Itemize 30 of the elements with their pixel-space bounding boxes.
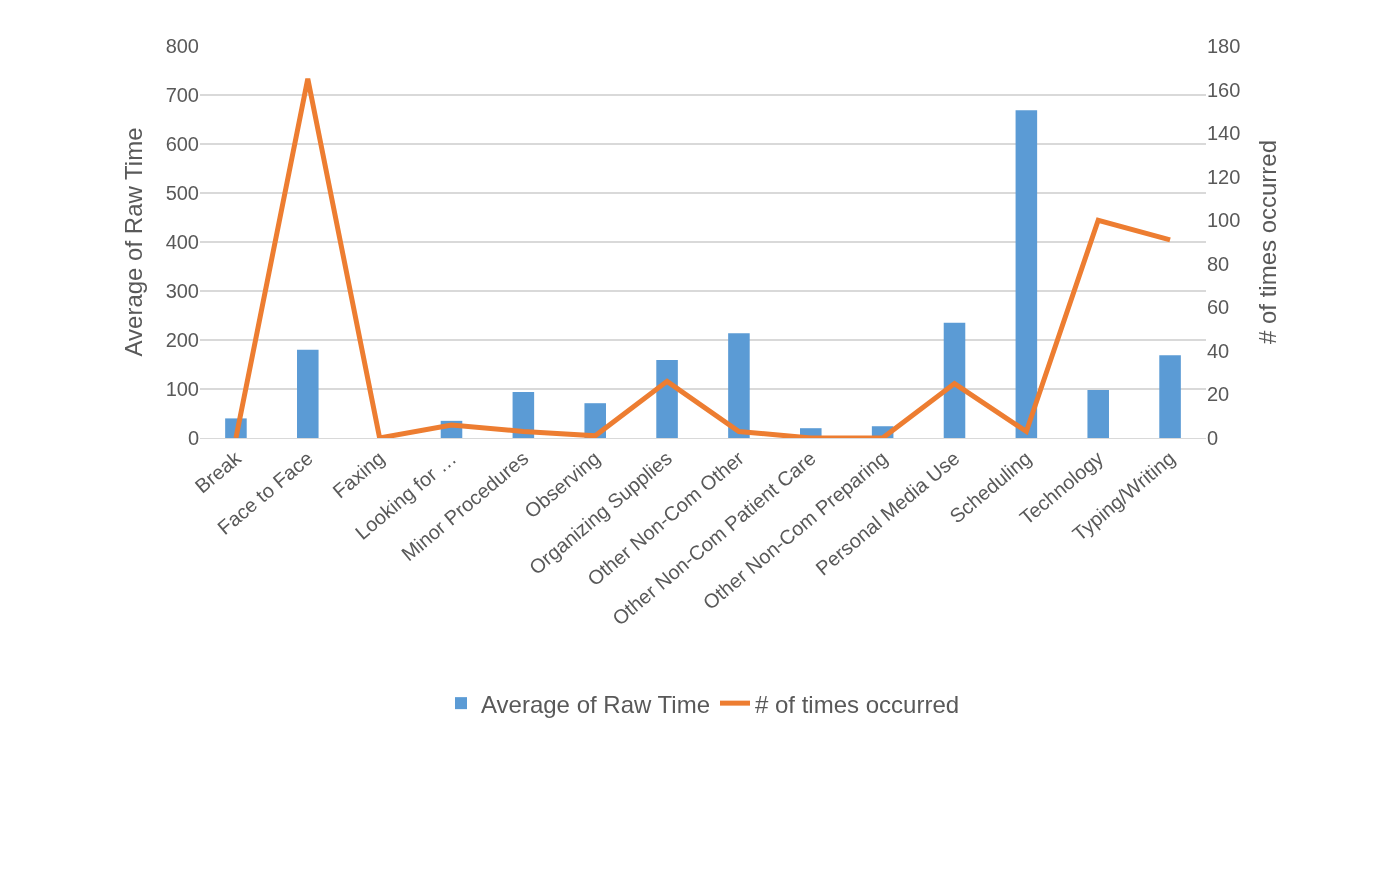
y2-tick-label: 20 [1207,383,1230,406]
y2-tick-label: 140 [1207,122,1241,145]
y2-tick-label: 160 [1207,78,1241,101]
y2-tick-label: 80 [1207,252,1230,275]
legend-label: Average of Raw Time [481,690,710,718]
y2-axis-title: # of times occurred [1254,139,1281,345]
bar [297,349,319,438]
bar [943,322,966,438]
y-tick-label: 100 [165,378,199,400]
y-tick-label: 700 [165,84,199,106]
y2-tick-label: 40 [1207,339,1230,362]
y-tick-label: 400 [165,231,199,253]
bar [1015,110,1038,438]
bar [656,360,678,438]
y-tick-label: 600 [165,133,199,155]
y2-tick-label: 100 [1207,209,1241,232]
bar [1159,355,1181,438]
y-tick-label: 0 [187,427,199,449]
y2-tick-label: 180 [1207,35,1241,57]
bar [728,333,750,438]
bar [1087,389,1109,438]
y2-tick-label: 0 [1207,427,1219,449]
y-tick-label: 500 [165,182,199,204]
y-tick-label: 200 [165,329,199,351]
legend-label: # of times occurred [755,690,960,718]
y2-tick-label: 120 [1207,165,1241,188]
y-axis-title: Average of Raw Time [120,127,147,357]
y2-tick-label: 60 [1207,296,1230,319]
y-tick-label: 800 [165,35,199,57]
y-tick-label: 300 [165,280,199,302]
